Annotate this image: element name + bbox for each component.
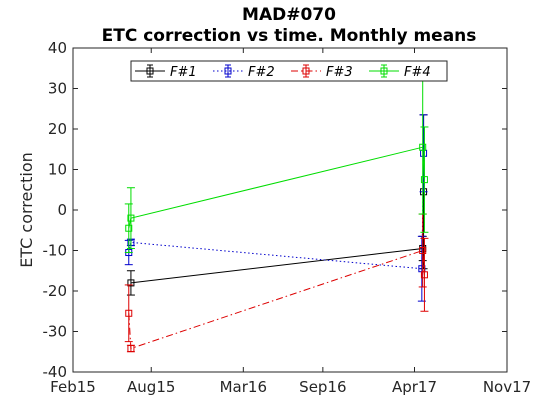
- legend-entry-4: F#4: [369, 64, 431, 80]
- legend-label: F#4: [404, 65, 431, 80]
- y-tick-label: -30: [43, 323, 68, 341]
- y-tick-label: 20: [48, 120, 67, 138]
- data-point-marker: [420, 271, 428, 279]
- data-point-marker: [419, 247, 427, 254]
- legend-label: F#1: [170, 65, 197, 80]
- chart-title-line-1: MAD#070: [242, 5, 336, 25]
- chart-title-line-2: ETC correction vs time. Monthly means: [102, 26, 477, 46]
- x-tick-label: Feb15: [50, 378, 96, 396]
- tick-layer: -40 -30 -20 -10 0 10 20 30 40 Feb15 Aug15 Mar16 Sep1…: [43, 39, 532, 396]
- x-tick-label: Sep16: [299, 378, 346, 396]
- y-tick-label: 30: [48, 80, 67, 98]
- series-layer: [124, 79, 429, 353]
- data-point-marker: [125, 309, 133, 317]
- y-tick-label: -20: [43, 282, 68, 300]
- data-point-marker: [419, 143, 427, 151]
- legend-marker: [380, 67, 388, 75]
- legend-marker: [146, 67, 154, 75]
- legend-marker: [224, 67, 232, 75]
- x-tick-label: Aug15: [127, 378, 175, 396]
- y-axis-label: ETC correction: [17, 152, 36, 268]
- legend-label: F#2: [248, 65, 275, 80]
- x-tick-label: Mar16: [220, 378, 267, 396]
- data-point-marker: [127, 279, 135, 287]
- y-tick-label: -10: [43, 242, 68, 260]
- data-point-marker: [420, 176, 428, 184]
- legend-label: F#3: [326, 65, 353, 80]
- legend-entry-3: F#3: [291, 64, 353, 80]
- legend: F#1 F#2 F#3 F#4: [130, 60, 448, 82]
- data-point-marker: [127, 214, 135, 222]
- series-4: [124, 79, 429, 254]
- y-tick-label: -40: [43, 363, 68, 381]
- data-point-marker: [125, 224, 133, 232]
- legend-marker: [302, 67, 310, 75]
- y-tick-label: 0: [57, 201, 67, 219]
- y-tick-label: 40: [48, 39, 67, 57]
- series-line: [128, 249, 425, 350]
- legend-entry-1: F#1: [135, 64, 197, 80]
- series-line: [128, 146, 425, 229]
- data-point-marker: [127, 345, 135, 353]
- x-tick-label: Apr17: [392, 378, 437, 396]
- series-3: [124, 213, 429, 353]
- legend-entry-2: F#2: [213, 64, 275, 80]
- y-tick-label: 10: [48, 161, 67, 179]
- x-tick-label: Nov17: [483, 378, 531, 396]
- legend-box: [130, 60, 448, 82]
- plot-area: [73, 48, 507, 372]
